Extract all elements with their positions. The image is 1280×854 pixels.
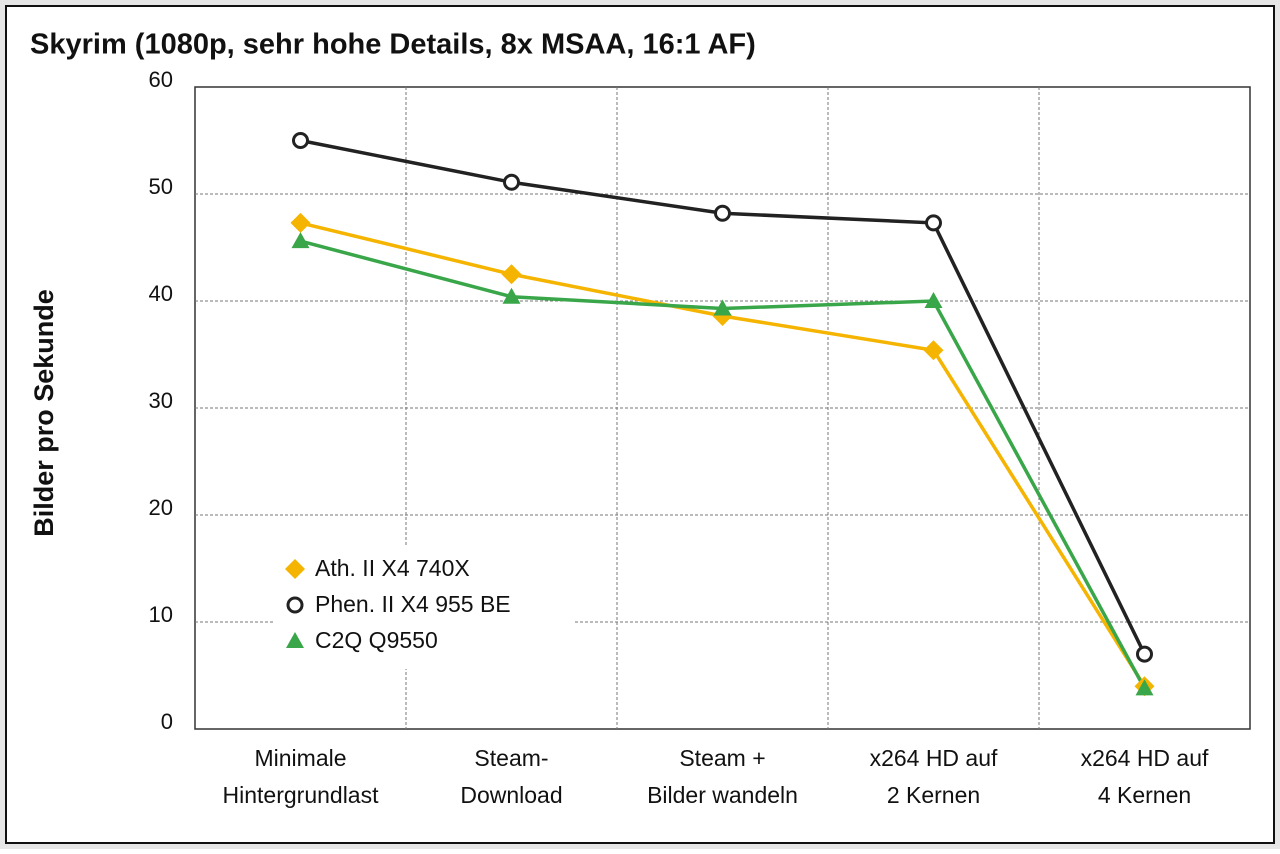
marker	[502, 287, 521, 304]
x-tick-label: Bilder wandeln	[647, 782, 798, 808]
marker	[1136, 645, 1153, 663]
x-tick-label: 4 Kernen	[1098, 782, 1191, 808]
chart-title: Skyrim (1080p, sehr hohe Details, 8x MSA…	[30, 29, 756, 61]
marker	[713, 299, 732, 316]
marker	[503, 173, 520, 191]
y-tick-label: 50	[149, 174, 173, 199]
legend-box	[275, 547, 575, 669]
legend-label: Phen. II X4 955 BE	[315, 591, 511, 617]
x-tick-label: x264 HD auf	[870, 745, 998, 771]
y-axis-label: Bilder pro Sekunde	[29, 289, 59, 537]
legend-label: Ath. II X4 740X	[315, 555, 470, 581]
marker	[924, 292, 943, 308]
marker	[714, 204, 731, 222]
y-tick-label: 60	[149, 67, 173, 92]
marker	[291, 232, 310, 249]
y-tick-label: 0	[161, 709, 173, 734]
marker	[285, 559, 305, 579]
y-tick-label: 20	[149, 495, 173, 520]
y-tick-label: 30	[149, 388, 173, 413]
x-tick-label: 2 Kernen	[887, 782, 980, 808]
x-tick-label: Steam +	[679, 745, 765, 771]
marker	[286, 632, 304, 648]
y-tick-label: 10	[149, 602, 173, 627]
marker	[286, 596, 304, 614]
x-tick-label: Steam-	[474, 745, 548, 771]
marker	[290, 212, 311, 233]
marker	[1135, 679, 1154, 696]
legend-label: C2Q Q9550	[315, 627, 438, 653]
y-tick-label: 40	[149, 281, 173, 306]
marker	[292, 132, 309, 149]
x-tick-label: Download	[460, 782, 562, 808]
marker	[923, 340, 944, 361]
x-tick-label: x264 HD auf	[1081, 745, 1209, 771]
x-tick-label: Hintergrundlast	[223, 782, 380, 808]
marker	[925, 214, 942, 232]
marker	[501, 264, 522, 285]
x-tick-label: Minimale	[254, 745, 346, 771]
